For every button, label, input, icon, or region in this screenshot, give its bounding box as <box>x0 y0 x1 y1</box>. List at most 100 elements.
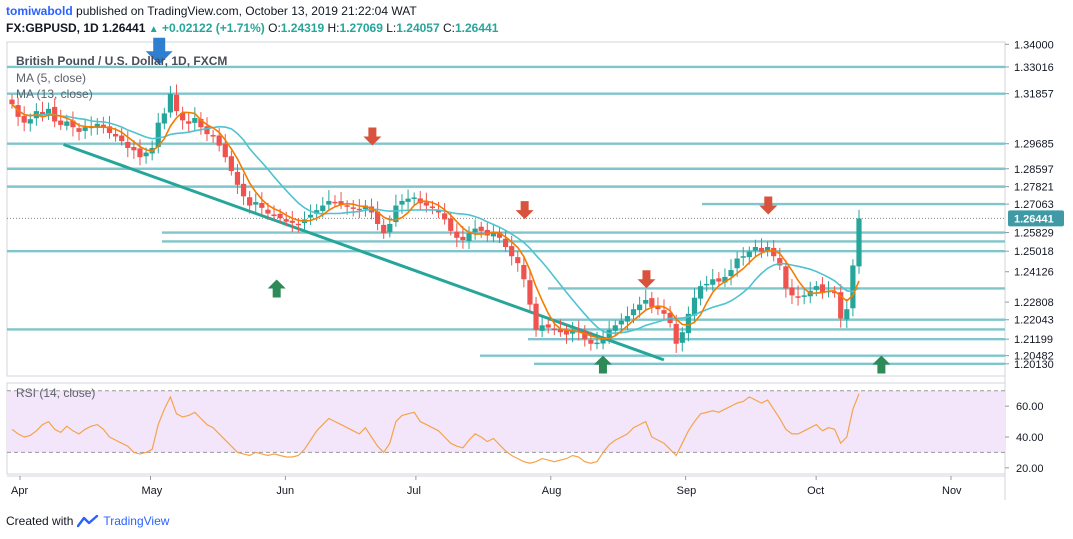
candle-body <box>82 127 88 131</box>
price-tick-label: 1.25018 <box>1014 246 1054 258</box>
candle-body <box>106 126 113 133</box>
candle-body <box>265 209 271 214</box>
candle-body <box>39 112 46 115</box>
candle-body <box>338 201 344 205</box>
candle-body <box>490 233 496 237</box>
candle-body <box>375 211 381 224</box>
candle-body <box>204 126 210 135</box>
candle-body <box>112 133 119 137</box>
price-tick-label: 1.21199 <box>1014 334 1053 346</box>
legend-rsi[interactable]: RSI (14, close) <box>16 386 96 400</box>
time-tick-label: Oct <box>807 485 824 497</box>
candle-body <box>259 203 265 208</box>
candle-body <box>606 329 612 339</box>
candle-body <box>502 238 509 248</box>
time-tick-label: Sep <box>677 485 697 497</box>
candle-body <box>289 220 295 223</box>
candle-body <box>496 232 503 238</box>
candle-body <box>393 205 399 223</box>
candle-body <box>216 135 222 146</box>
open-value: 1.24319 <box>280 21 325 35</box>
candle-body <box>515 257 521 264</box>
candle-body <box>777 258 783 266</box>
candle-body <box>655 305 661 310</box>
candle-body <box>435 209 442 213</box>
ma5-line <box>11 103 860 340</box>
rsi-line <box>11 393 860 464</box>
candle-body <box>155 122 161 148</box>
time-tick-label: Jul <box>407 485 421 497</box>
candle-body <box>442 213 448 220</box>
candle-body <box>405 198 411 202</box>
time-tick-label: Aug <box>542 485 562 497</box>
candle-body <box>600 336 606 344</box>
footer: Created with TradingView <box>6 514 169 528</box>
candle-body <box>64 121 70 126</box>
candle-body <box>521 264 527 280</box>
green-up-arrow-icon <box>872 355 891 374</box>
time-tick-label: Jun <box>276 485 294 497</box>
candle-body <box>45 108 52 114</box>
candle-body <box>484 229 490 236</box>
candle-body <box>801 295 807 297</box>
candle-body <box>344 205 350 207</box>
created-with-label: Created with <box>6 514 74 528</box>
legend-ma5[interactable]: MA (5, close) <box>16 71 87 85</box>
green-up-arrow-icon <box>267 279 286 298</box>
price-tick-label: 1.28597 <box>1014 164 1054 176</box>
time-tick-label: May <box>142 485 163 497</box>
blue-down-arrow-icon <box>145 37 173 65</box>
candle-body <box>789 287 795 296</box>
candle-body <box>161 113 167 124</box>
candle-body <box>618 320 624 325</box>
red-down-arrow-icon <box>363 127 382 146</box>
author-name[interactable]: tomiwabold <box>6 4 73 18</box>
time-tick-label: Apr <box>11 485 28 497</box>
rsi-band <box>7 390 1005 453</box>
candle-body <box>125 141 131 148</box>
candle-body <box>448 218 454 231</box>
high-value: 1.27069 <box>339 21 383 35</box>
open-label: O: <box>268 21 281 35</box>
candle-body <box>539 325 545 331</box>
candle-body <box>563 330 570 335</box>
candle-body <box>332 201 338 204</box>
candle-body <box>198 118 204 128</box>
candle-body <box>850 265 856 309</box>
candle-body <box>228 156 234 171</box>
candle-body <box>856 218 862 267</box>
candle-body <box>192 118 198 123</box>
candle-body <box>460 236 466 241</box>
high-label: H: <box>327 21 340 35</box>
candle-body <box>764 247 771 251</box>
close-value: 1.26441 <box>455 21 499 35</box>
candle-body <box>551 328 557 331</box>
rsi-tick-label: 40.00 <box>1016 432 1044 444</box>
pane-title: British Pound / U.S. Dollar, 1D, FXCM <box>16 54 228 68</box>
candle-body <box>679 332 685 343</box>
candle-body <box>356 208 362 211</box>
red-down-arrow-icon <box>759 196 778 215</box>
candle-body <box>630 309 637 316</box>
tradingview-brand[interactable]: TradingView <box>103 514 170 528</box>
legend-ma13[interactable]: MA (13, close) <box>16 87 93 101</box>
price-chart[interactable]: 1.34000 1.33016 1.31857 1.29685 1.28597 1.278… <box>0 0 1073 505</box>
candle-body <box>253 202 259 205</box>
candle-body <box>350 207 356 209</box>
price-tick-label: 1.25829 <box>1014 228 1054 240</box>
candle-body <box>844 309 850 320</box>
published-text: published on TradingView.com, October 13… <box>76 4 417 18</box>
candle-body <box>752 247 759 251</box>
candle-body <box>131 147 137 151</box>
last-price: 1.26441 <box>102 21 146 35</box>
candle-body <box>307 214 314 218</box>
red-down-arrow-icon <box>515 201 534 220</box>
candle-body <box>399 200 405 205</box>
candle-body <box>320 205 326 212</box>
candle-body <box>234 171 241 185</box>
price-tick-label: 1.20130 <box>1014 359 1054 371</box>
candle-body <box>771 247 777 257</box>
candle-body <box>783 266 789 289</box>
candle-body <box>167 93 174 113</box>
candle-body <box>697 286 704 299</box>
